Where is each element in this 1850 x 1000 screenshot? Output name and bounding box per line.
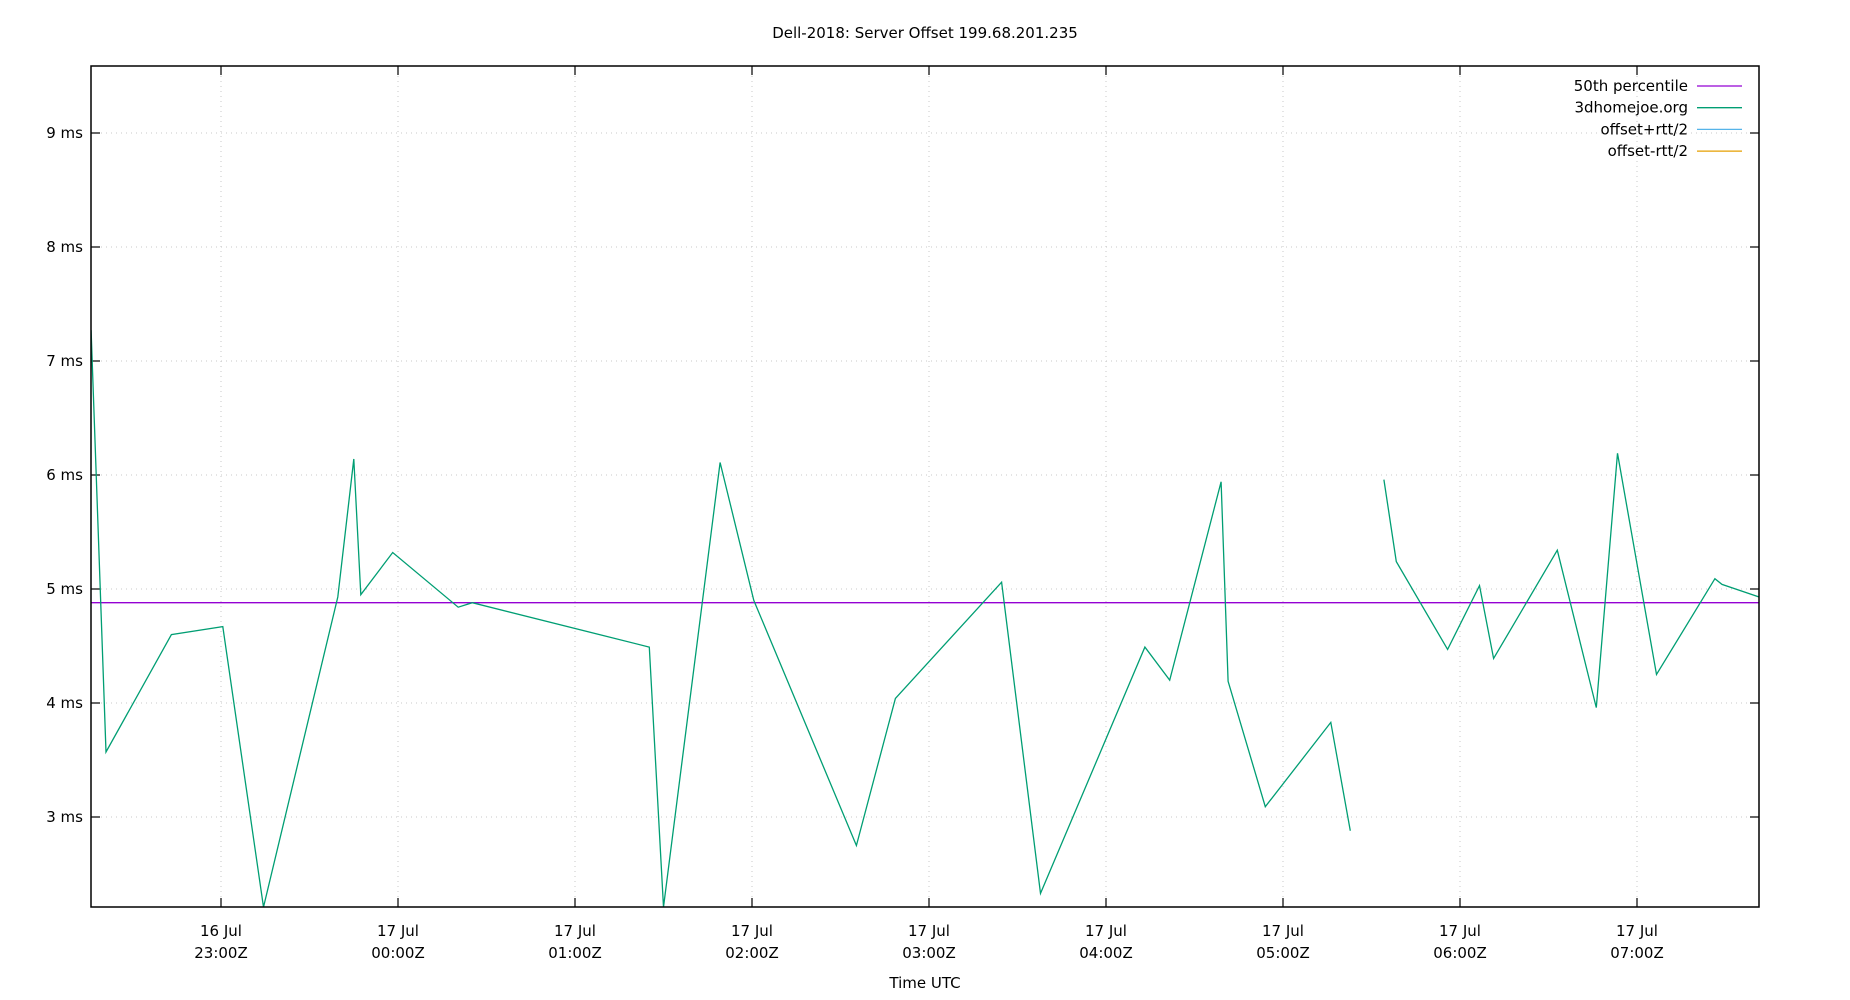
y-axis: 3 ms 4 ms 5 ms 6 ms 7 ms 8 ms 9 ms	[46, 124, 1759, 826]
legend-label: offset+rtt/2	[1600, 120, 1688, 138]
y-tick-label: 4 ms	[46, 694, 83, 712]
plot-series	[91, 330, 1759, 907]
x-tick-time: 05:00Z	[1256, 944, 1310, 962]
y-tick-label: 9 ms	[46, 124, 83, 142]
chart-title: Dell-2018: Server Offset 199.68.201.235	[772, 24, 1078, 42]
x-tick-date: 17 Jul	[1085, 922, 1127, 940]
y-tick-label: 5 ms	[46, 580, 83, 598]
legend-label: 50th percentile	[1574, 77, 1688, 95]
x-tick-date: 16 Jul	[200, 922, 242, 940]
y-tick-label: 8 ms	[46, 238, 83, 256]
x-tick-date: 17 Jul	[908, 922, 950, 940]
legend-label: offset-rtt/2	[1608, 142, 1688, 160]
plot-border	[90, 65, 1760, 908]
x-tick-time: 01:00Z	[548, 944, 602, 962]
legend: 50th percentile 3dhomejoe.org offset+rtt/2…	[1574, 77, 1742, 160]
legend-label: 3dhomejoe.org	[1574, 99, 1688, 117]
series-line-1	[91, 330, 1759, 907]
y-tick-label: 3 ms	[46, 808, 83, 826]
x-tick-time: 07:00Z	[1610, 944, 1664, 962]
x-tick-date: 17 Jul	[1439, 922, 1481, 940]
y-tick-label: 7 ms	[46, 352, 83, 370]
x-tick-time: 06:00Z	[1433, 944, 1487, 962]
x-axis-label: Time UTC	[888, 974, 960, 992]
x-tick-date: 17 Jul	[554, 922, 596, 940]
x-tick-time: 04:00Z	[1079, 944, 1133, 962]
x-axis: 16 Jul 23:00Z 17 Jul 00:00Z 17 Jul 01:00Z 17 J…	[194, 66, 1664, 962]
grid-lines	[91, 66, 1759, 907]
y-tick-label: 6 ms	[46, 466, 83, 484]
x-tick-time: 03:00Z	[902, 944, 956, 962]
x-tick-date: 17 Jul	[1262, 922, 1304, 940]
x-tick-time: 02:00Z	[725, 944, 779, 962]
x-tick-time: 23:00Z	[194, 944, 248, 962]
x-tick-date: 17 Jul	[377, 922, 419, 940]
x-tick-time: 00:00Z	[371, 944, 425, 962]
x-tick-date: 17 Jul	[731, 922, 773, 940]
x-tick-date: 17 Jul	[1616, 922, 1658, 940]
